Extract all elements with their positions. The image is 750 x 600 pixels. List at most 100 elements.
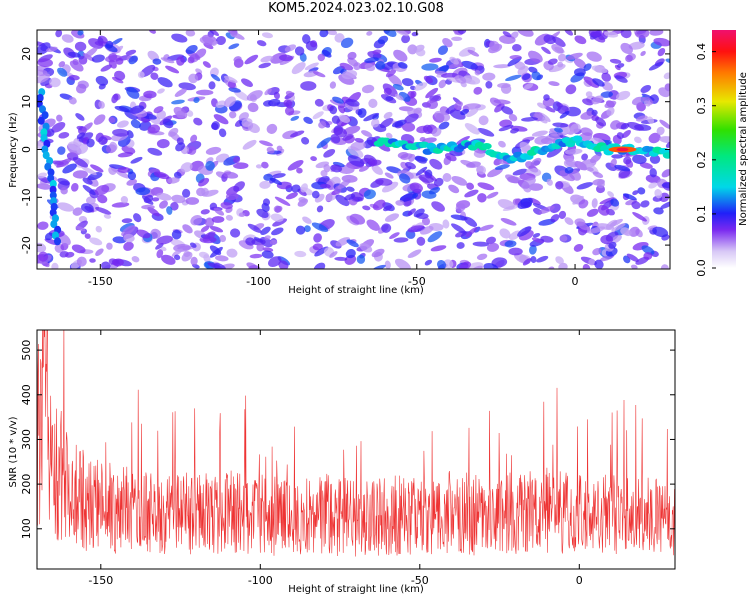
snr-ytick-label: 400 xyxy=(20,384,33,405)
heatmap-cell xyxy=(109,141,118,151)
heatmap-cell xyxy=(200,225,210,233)
heatmap-cell xyxy=(123,233,135,243)
heatmap-cell xyxy=(301,137,310,145)
heatmap-cell xyxy=(473,86,483,95)
heatmap-cell xyxy=(316,205,324,213)
heatmap-cell xyxy=(67,141,80,151)
heatmap-cell xyxy=(366,31,373,36)
heatmap-cell xyxy=(72,207,83,216)
heatmap-cell xyxy=(604,100,617,109)
heatmap-cell xyxy=(438,121,450,130)
heatmap-cell xyxy=(274,205,283,213)
heatmap-cell xyxy=(272,218,287,227)
heatmap-cell xyxy=(55,30,63,38)
heatmap-cell xyxy=(141,195,154,205)
heatmap-cell xyxy=(544,105,556,113)
heatmap-cell xyxy=(559,170,575,182)
heatmap-cell xyxy=(311,222,329,232)
heatmap-xtick-label: -100 xyxy=(246,275,271,288)
heatmap-cell xyxy=(124,110,138,120)
heatmap-cell xyxy=(647,116,655,124)
heatmap-cell xyxy=(556,102,563,108)
heatmap-cell xyxy=(171,33,188,43)
heatmap-cell xyxy=(266,147,275,154)
heatmap-cell xyxy=(585,91,593,98)
heatmap-cell xyxy=(564,217,574,226)
heatmap-cell xyxy=(551,43,564,54)
heatmap-cell xyxy=(449,56,459,65)
snr-xtick-label: -150 xyxy=(88,574,113,587)
heatmap-cell xyxy=(557,61,564,68)
heatmap-cell xyxy=(489,40,500,52)
heatmap-cell xyxy=(610,158,617,168)
heatmap-cell xyxy=(557,53,567,62)
heatmap-cell xyxy=(37,183,52,190)
heatmap-cell xyxy=(312,111,324,120)
heatmap-cell xyxy=(558,262,568,269)
heatmap-cell xyxy=(160,246,167,252)
heatmap-cell xyxy=(261,32,274,39)
heatmap-cell xyxy=(65,251,75,258)
heatmap-cell xyxy=(528,50,543,63)
heatmap-cell xyxy=(58,132,70,139)
heatmap-cell xyxy=(422,124,433,135)
heatmap-cell xyxy=(493,157,503,166)
heatmap-cell xyxy=(426,99,438,110)
heatmap-cell xyxy=(372,49,382,55)
heatmap-cell xyxy=(196,89,214,96)
heatmap-cell xyxy=(182,224,193,234)
heatmap-cell xyxy=(559,235,568,242)
heatmap-cell xyxy=(389,232,400,239)
heatmap-cell xyxy=(345,98,360,107)
heatmap-cell xyxy=(215,255,229,262)
heatmap-cell xyxy=(104,44,118,53)
heatmap-cell xyxy=(268,98,281,107)
heatmap-cell xyxy=(596,223,615,231)
heatmap-cell xyxy=(290,130,305,138)
heatmap-cell xyxy=(175,142,186,152)
heatmap-cell xyxy=(335,237,351,247)
heatmap-cell xyxy=(135,187,151,196)
heatmap-cell xyxy=(392,84,404,91)
heatmap-cell xyxy=(116,120,129,128)
heatmap-cell xyxy=(627,121,644,131)
heatmap-xlabel: Height of straight line (km) xyxy=(288,285,424,296)
heatmap-cell xyxy=(424,259,433,266)
heatmap-cell xyxy=(648,61,664,71)
heatmap-cell xyxy=(212,40,218,47)
heatmap-cell xyxy=(359,243,373,253)
heatmap-cell xyxy=(477,193,487,203)
heatmap-cell xyxy=(500,83,512,94)
heatmap-cell xyxy=(81,203,94,213)
heatmap-cell xyxy=(258,62,271,69)
snr-xlabel: Height of straight line (km) xyxy=(288,584,424,595)
heatmap-cell xyxy=(465,227,478,238)
heatmap-cell xyxy=(76,256,87,267)
heatmap-cell xyxy=(244,54,259,65)
heatmap-cell xyxy=(576,221,589,231)
heatmap-cell xyxy=(198,177,210,187)
heatmap-cell xyxy=(391,119,407,128)
heatmap-cell xyxy=(456,135,470,145)
heatmap-cell xyxy=(377,35,389,45)
heatmap-cell xyxy=(220,202,233,210)
heatmap-cell xyxy=(552,122,569,128)
heatmap-cell xyxy=(188,73,199,84)
heatmap-cell xyxy=(58,61,66,68)
heatmap-ytick-label: 10 xyxy=(20,95,33,109)
heatmap-cell xyxy=(597,204,610,216)
heatmap-cell xyxy=(611,223,626,232)
heatmap-cell xyxy=(626,253,639,262)
heatmap-cell xyxy=(78,55,88,65)
heatmap-cell xyxy=(592,247,602,256)
heatmap-cell xyxy=(610,120,621,130)
heatmap-cell xyxy=(272,173,286,179)
heatmap-cell xyxy=(350,141,366,151)
heatmap-cell xyxy=(171,99,185,105)
heatmap-cell xyxy=(517,226,532,237)
heatmap-cell xyxy=(91,54,105,63)
heatmap-cell xyxy=(103,213,112,219)
heatmap-cell xyxy=(178,82,196,91)
heatmap-cell xyxy=(466,182,474,190)
heatmap-ytick-label: 20 xyxy=(20,47,33,61)
